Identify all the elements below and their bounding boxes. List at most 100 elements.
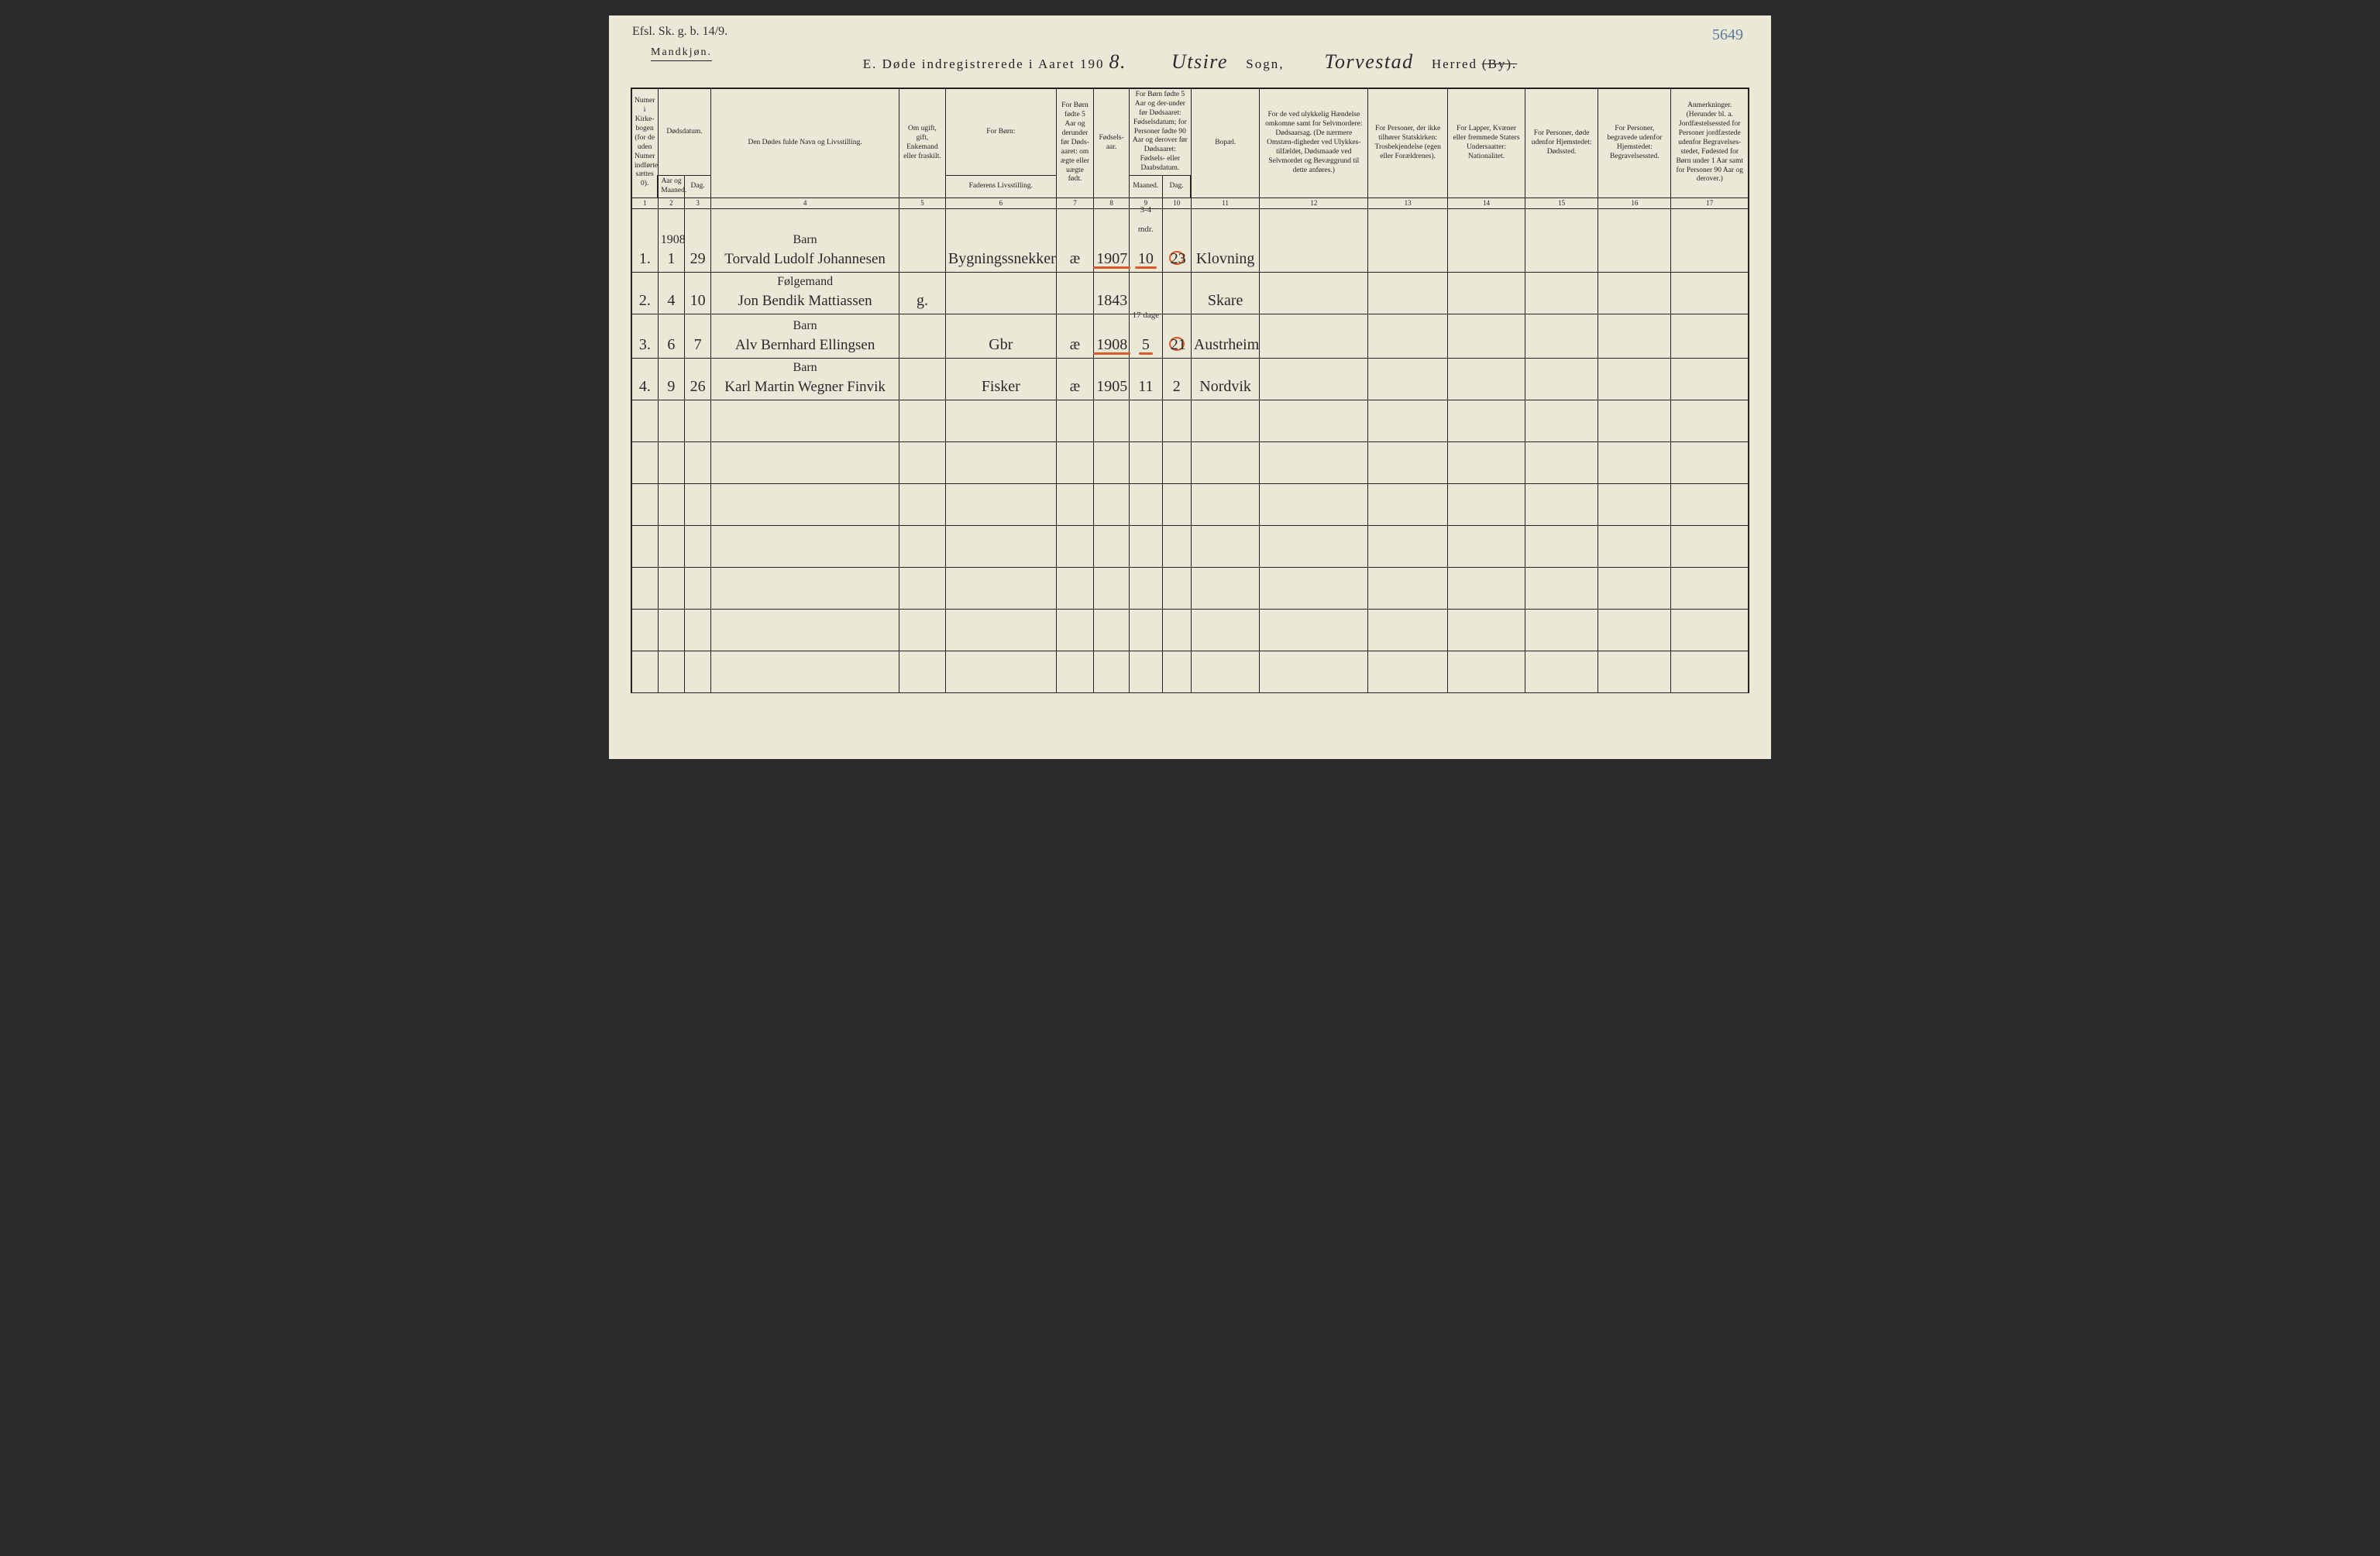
cell (1162, 651, 1191, 692)
cell: BarnTorvald Ludolf Johannesen (711, 208, 899, 272)
column-number-row: 1 2 3 4 5 6 7 8 9 10 11 12 13 14 15 16 1… (631, 198, 1749, 208)
col-header: Dag. (1162, 175, 1191, 198)
table-row: 2.410FølgemandJon Bendik Mattiasseng.184… (631, 272, 1749, 314)
cell (1525, 272, 1598, 314)
cell (1448, 314, 1525, 358)
table-row (631, 441, 1749, 483)
gender-label: Mandkjøn. (651, 46, 712, 61)
cell: 4 (658, 272, 684, 314)
cell (631, 441, 658, 483)
cell (1129, 651, 1162, 692)
cell (658, 441, 684, 483)
col-header: For Børn fødte 5 Aar og derunder før Død… (1056, 88, 1094, 198)
cell (1598, 208, 1671, 272)
cell (685, 609, 711, 651)
cell (1598, 567, 1671, 609)
table-row: 3.67BarnAlv Bernhard EllingsenGbræ190817… (631, 314, 1749, 358)
cell (1056, 567, 1094, 609)
cell: 1907 (1094, 208, 1130, 272)
cell (1368, 400, 1448, 441)
col-num: 17 (1671, 198, 1749, 208)
cell (1056, 400, 1094, 441)
cell (1598, 314, 1671, 358)
cell (1448, 358, 1525, 400)
cell (1191, 483, 1260, 525)
cell (711, 525, 899, 567)
cell: 1905 (1094, 358, 1130, 400)
cell (1260, 208, 1368, 272)
cell (1056, 272, 1094, 314)
cell: 1. (631, 208, 658, 272)
table-body: 1.1908129BarnTorvald Ludolf JohannesenBy… (631, 208, 1749, 692)
cell: 1843 (1094, 272, 1130, 314)
col-header: For Personer, døde udenfor Hjemstedet: D… (1525, 88, 1598, 198)
title-row: E. Døde indregistrerede i Aaret 1908. Ut… (631, 50, 1749, 74)
table-row (631, 400, 1749, 441)
cell (1094, 441, 1130, 483)
cell (1129, 609, 1162, 651)
cell (1129, 441, 1162, 483)
cell (1056, 609, 1094, 651)
cell: BarnAlv Bernhard Ellingsen (711, 314, 899, 358)
col-num: 15 (1525, 198, 1598, 208)
cell (1671, 314, 1749, 358)
cell (1368, 609, 1448, 651)
cell (1056, 525, 1094, 567)
cell (1162, 483, 1191, 525)
cell: 1908 (1094, 314, 1130, 358)
cell (1448, 272, 1525, 314)
cell: BarnKarl Martin Wegner Finvik (711, 358, 899, 400)
cell (1056, 651, 1094, 692)
cell (1525, 314, 1598, 358)
col-header: For Lapper, Kvæner eller fremmede Stater… (1448, 88, 1525, 198)
col-num: 11 (1191, 198, 1260, 208)
cell (1260, 314, 1368, 358)
cell (1671, 400, 1749, 441)
cell: 21 (1162, 314, 1191, 358)
cell (1129, 483, 1162, 525)
cell (1671, 483, 1749, 525)
cell (1525, 651, 1598, 692)
cell (1671, 358, 1749, 400)
by-struck: (By). (1482, 57, 1517, 71)
cell (1191, 441, 1260, 483)
herred-label: Herred (1432, 57, 1477, 71)
col-header: Dødsdatum. (658, 88, 711, 175)
cell (1368, 441, 1448, 483)
cell: æ (1056, 358, 1094, 400)
cell (1368, 525, 1448, 567)
cell (1598, 525, 1671, 567)
cell (899, 609, 945, 651)
cell (945, 651, 1056, 692)
cell: 2 (1162, 358, 1191, 400)
herred-value: Torvestad (1319, 50, 1418, 73)
cell (658, 483, 684, 525)
cell (1525, 400, 1598, 441)
col-header: Om ugift, gift, Enkemand eller fraskilt. (899, 88, 945, 198)
cell (658, 400, 684, 441)
cell: FølgemandJon Bendik Mattiassen (711, 272, 899, 314)
col-header: Fødsels-aar. (1094, 88, 1130, 198)
col-num: 8 (1094, 198, 1130, 208)
cell (1260, 441, 1368, 483)
cell (1129, 525, 1162, 567)
cell (1598, 609, 1671, 651)
col-header: For Personer, der ikke tilhører Statskir… (1368, 88, 1448, 198)
cell (945, 525, 1056, 567)
table-row (631, 525, 1749, 567)
col-num: 6 (945, 198, 1056, 208)
cell (1525, 483, 1598, 525)
sogn-label: Sogn, (1246, 57, 1284, 71)
cell (1260, 525, 1368, 567)
title-prefix: E. Døde indregistrerede i Aaret 190 (863, 57, 1105, 71)
cell (899, 651, 945, 692)
col-num: 16 (1598, 198, 1671, 208)
cell (1368, 358, 1448, 400)
cell: 29 (685, 208, 711, 272)
cell (1525, 609, 1598, 651)
col-header: Anmerkninger. (Herunder bl. a. Jordfæste… (1671, 88, 1749, 198)
cell (1525, 208, 1598, 272)
cell (1260, 400, 1368, 441)
cell (1162, 525, 1191, 567)
cell (1598, 400, 1671, 441)
